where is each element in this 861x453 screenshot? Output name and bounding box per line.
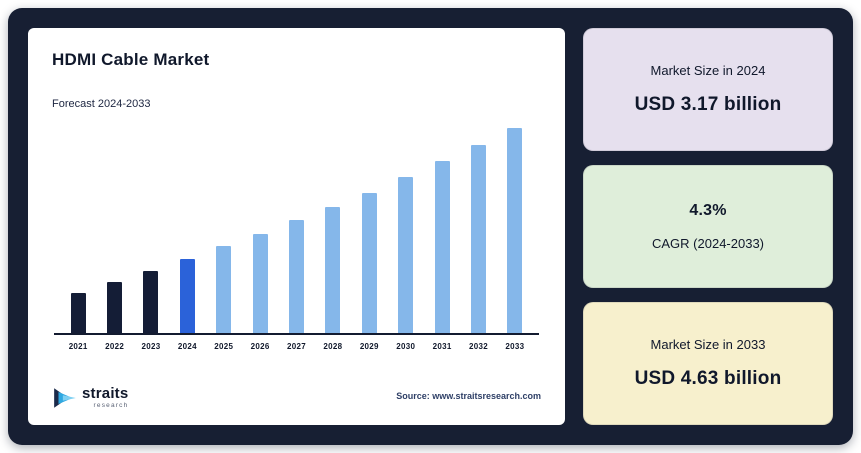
axis-label-2026: 2026 <box>250 342 270 351</box>
stat-label: CAGR (2024-2033) <box>652 236 764 251</box>
infographic-frame: HDMI Cable Market Forecast 2024-2033 202… <box>8 8 853 445</box>
x-axis-labels: 2021 2022 2023 2024 2025 2026 2027 2028 2029 2030… <box>54 342 539 351</box>
bar-2033 <box>497 128 533 333</box>
axis-label-2024: 2024 <box>177 342 197 351</box>
bar-2021 <box>60 293 96 333</box>
axis-label-2022: 2022 <box>105 342 125 351</box>
axis-label-2021: 2021 <box>68 342 88 351</box>
stat-cards-column: Market Size in 2024 USD 3.17 billion 4.3… <box>583 28 833 425</box>
chart-card: HDMI Cable Market Forecast 2024-2033 202… <box>28 28 565 425</box>
axis-label-2032: 2032 <box>468 342 488 351</box>
chart-subtitle: Forecast 2024-2033 <box>52 98 151 110</box>
stat-value: 4.3% <box>689 202 727 219</box>
bar-2023 <box>133 271 169 333</box>
bar-2028 <box>315 207 351 333</box>
logo-brand-text: straits <box>82 385 129 403</box>
axis-label-2028: 2028 <box>323 342 343 351</box>
bar-2027 <box>278 220 314 333</box>
bar-2025 <box>206 246 242 333</box>
source-text: Source: www.straitsresearch.com <box>396 391 541 401</box>
chart-footer: straits research Source: www.straitsrese… <box>52 365 541 411</box>
bar-2022 <box>96 282 132 333</box>
logo-arrow-icon <box>54 388 76 408</box>
bar-2026 <box>242 234 278 333</box>
stat-value: USD 3.17 billion <box>634 94 782 115</box>
logo-text: straits research <box>82 386 128 410</box>
stat-card-market-size-2024: Market Size in 2024 USD 3.17 billion <box>583 28 833 151</box>
bar-2030 <box>388 177 424 333</box>
stat-value: USD 4.63 billion <box>634 368 782 389</box>
axis-label-2031: 2031 <box>432 342 452 351</box>
axis-label-2033: 2033 <box>505 342 525 351</box>
bar-2029 <box>351 193 387 333</box>
axis-label-2029: 2029 <box>359 342 379 351</box>
axis-label-2027: 2027 <box>287 342 307 351</box>
stat-card-cagr: 4.3% CAGR (2024-2033) <box>583 165 833 288</box>
chart-title: HDMI Cable Market <box>52 50 210 69</box>
logo-sub-text: research <box>93 402 129 410</box>
bar-2032 <box>460 145 496 333</box>
bar-2031 <box>424 161 460 333</box>
bar-2024 <box>169 259 205 333</box>
axis-label-2025: 2025 <box>214 342 234 351</box>
stat-card-market-size-2033: Market Size in 2033 USD 4.63 billion <box>583 302 833 425</box>
bar-chart: 2021 2022 2023 2024 2025 2026 2027 2028 2029 2030… <box>52 110 541 351</box>
bars-area <box>54 128 539 335</box>
straits-research-logo: straits research <box>52 385 128 411</box>
axis-label-2030: 2030 <box>396 342 416 351</box>
axis-label-2023: 2023 <box>141 342 161 351</box>
stat-label: Market Size in 2024 <box>650 63 766 78</box>
stat-label: Market Size in 2033 <box>650 337 766 352</box>
